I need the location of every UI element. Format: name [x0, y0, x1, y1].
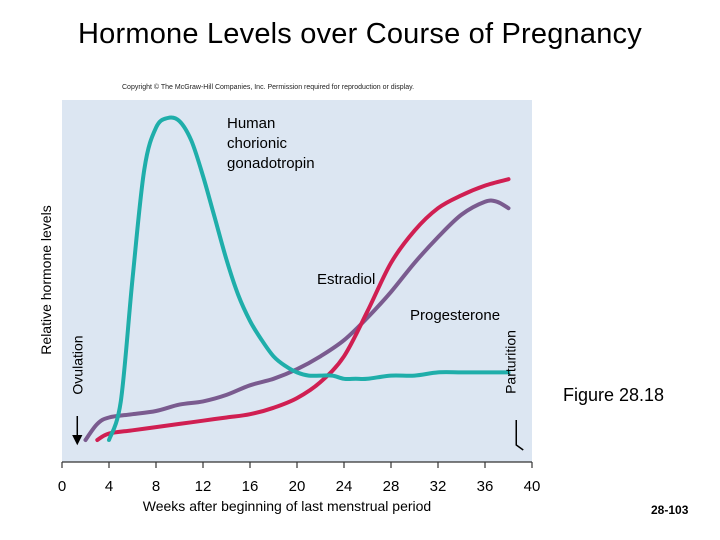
series-label-estradiol: Estradiol — [317, 271, 375, 288]
figure-label: Figure 28.18 — [563, 385, 665, 405]
x-tick-label: 20 — [289, 478, 306, 495]
series-labels: Human chorionic gonadotropin Estradiol Proge… — [227, 115, 500, 324]
series-label-human-chorionic-gonadotropin: Human chorionic gonadotropin — [227, 115, 315, 172]
x-axis: 0 4 8 12 16 20 24 28 32 36 40 — [58, 461, 541, 495]
series-label-progesterone: Progesterone — [410, 307, 500, 324]
series-line-estradiol — [95, 177, 511, 442]
x-tick-label: 4 — [105, 478, 113, 495]
series-line-progesterone — [83, 198, 511, 442]
copyright-notice: Copyright © The McGraw-Hill Companies, I… — [122, 84, 415, 91]
x-tick-label: 12 — [195, 478, 212, 495]
annotation-parturition-bracket — [515, 420, 524, 451]
annotation-ovulation-label: Ovulation — [69, 335, 85, 394]
x-tick-label: 36 — [477, 478, 494, 495]
x-tick-label: 32 — [430, 478, 447, 495]
x-tick-label: 24 — [336, 478, 353, 495]
x-tick-label: 0 — [58, 478, 66, 495]
series-line-human-chorionic-gonadotropin — [107, 115, 511, 442]
slide-number: 28-103 — [651, 503, 689, 517]
x-tick-label: 28 — [383, 478, 400, 495]
x-tick-label: 8 — [152, 478, 160, 495]
x-tick-label: 16 — [242, 478, 259, 495]
x-axis-label: Weeks after beginning of last menstrual … — [143, 498, 431, 514]
slide-title: Hormone Levels over Course of Pregnancy — [78, 18, 642, 50]
y-axis-label: Relative hormone levels — [38, 205, 54, 354]
annotation-parturition-label: Parturition — [502, 330, 518, 394]
plot-background — [62, 100, 532, 462]
annotation-layer: Ovulation Parturition — [69, 330, 524, 451]
x-tick-label: 40 — [524, 478, 541, 495]
series-layer — [83, 115, 511, 442]
